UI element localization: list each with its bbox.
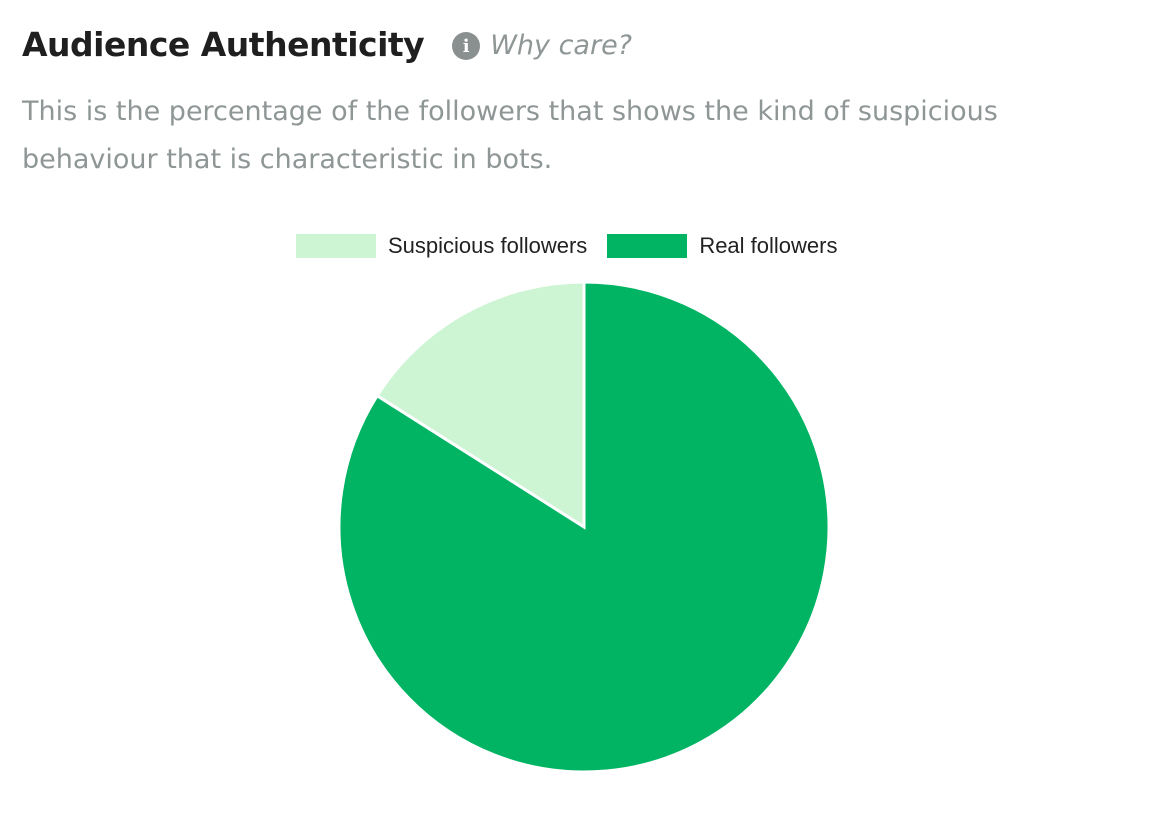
legend-item-real[interactable]: Real followers xyxy=(607,233,837,259)
chart-legend: Suspicious followers Real followers xyxy=(296,233,857,259)
info-icon[interactable]: i xyxy=(452,32,481,60)
why-care-link[interactable]: Why care? xyxy=(490,29,633,61)
legend-swatch-real xyxy=(607,234,688,258)
legend-swatch-suspicious xyxy=(296,234,376,258)
legend-label-real: Real followers xyxy=(699,233,838,258)
pie-slice-suspicious[interactable] xyxy=(375,280,586,530)
legend-label-suspicious: Suspicious followers xyxy=(388,233,588,258)
section-title: Audience Authenticity xyxy=(22,25,425,64)
legend-item-suspicious[interactable]: Suspicious followers xyxy=(296,233,587,259)
pie-slice-real[interactable] xyxy=(337,280,831,774)
section-header: Audience Authenticity i Why care? xyxy=(22,22,632,68)
section-description: This is the percentage of the followers … xyxy=(22,96,998,175)
